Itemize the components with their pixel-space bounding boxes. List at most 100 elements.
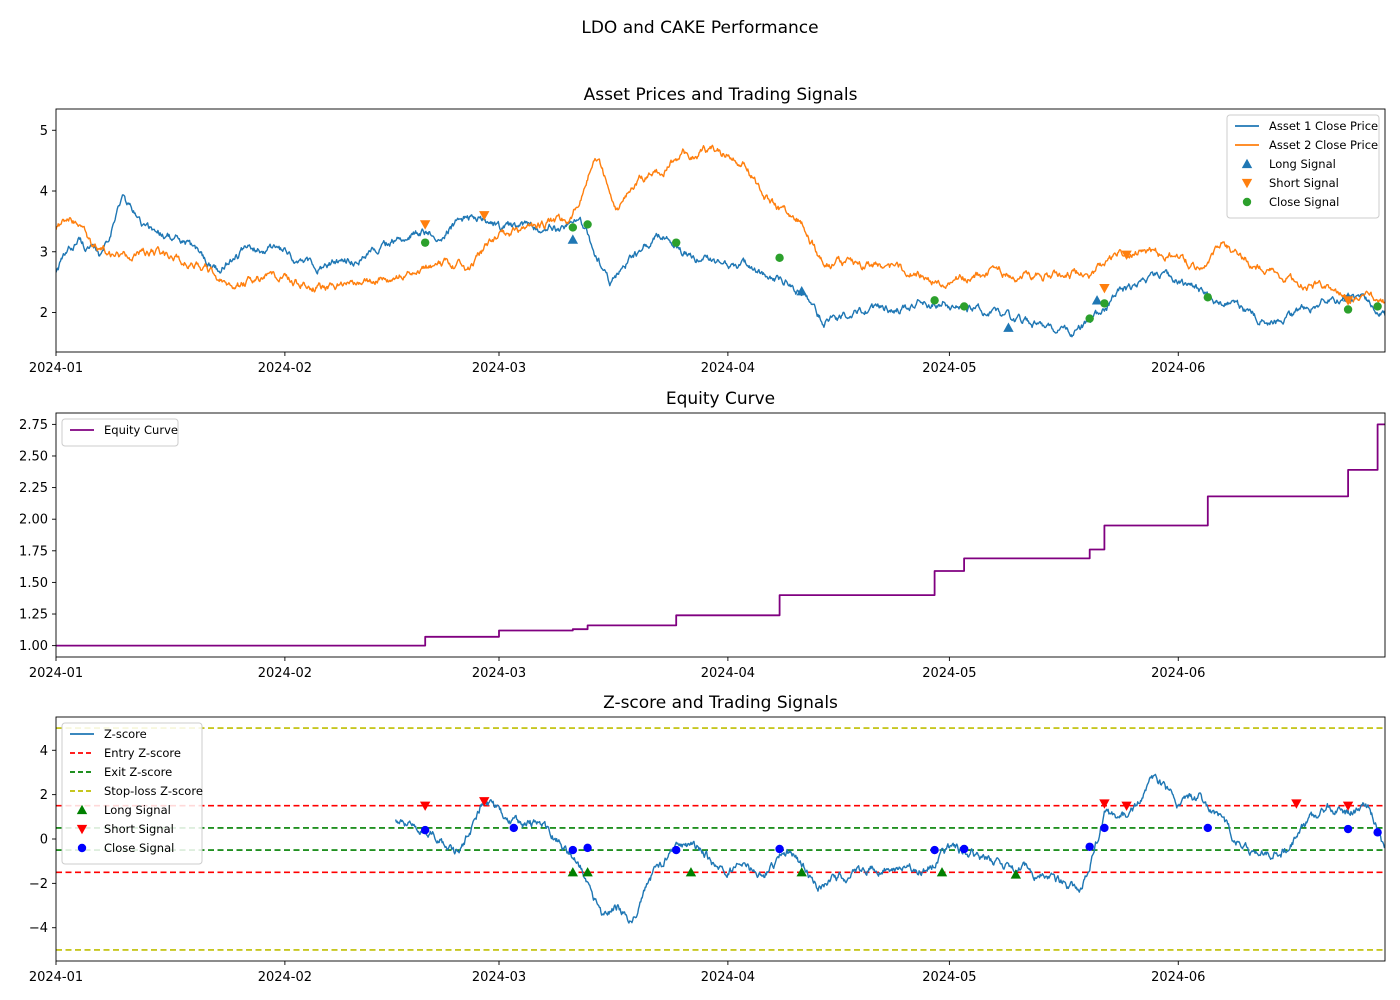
- legend-swatch: [1242, 197, 1252, 207]
- x-tick-label: 2024-02: [258, 970, 312, 985]
- signal-marker-close-signal: [775, 253, 784, 263]
- legend-swatch: [77, 843, 87, 853]
- y-tick-label: 0: [40, 833, 48, 848]
- signal-marker-long-signal: [567, 234, 579, 244]
- legend-swatch: [76, 804, 88, 815]
- signal-marker-long-signal: [796, 867, 807, 877]
- x-tick-label: 2024-05: [922, 361, 976, 376]
- legend-entry: Asset 1 Close Price: [1235, 119, 1378, 133]
- x-tick-label: 2024-01: [29, 361, 83, 376]
- series-line-equity-curve: [56, 423, 1385, 647]
- chart-title: Asset Prices and Trading Signals: [584, 85, 858, 105]
- chart-title: Z-score and Trading Signals: [603, 693, 838, 713]
- legend-label: Asset 2 Close Price: [1269, 138, 1378, 152]
- plot-area: [56, 423, 1385, 647]
- legend-swatch: [1241, 178, 1253, 189]
- figure-suptitle: LDO and CAKE Performance: [581, 18, 818, 38]
- legend-entry: Close Signal: [77, 841, 174, 855]
- y-tick-label: −2: [29, 877, 48, 892]
- legend-label: Asset 1 Close Price: [1269, 119, 1378, 133]
- x-axis: 2024-01 2024-02 2024-03 2024-04 2024-05 2024-…: [29, 352, 1205, 376]
- legend-entry: Asset 2 Close Price: [1235, 138, 1378, 152]
- y-axis: 1.00 1.25 1.50 1.75 2.00 2.25 2.50 2.75: [19, 418, 56, 654]
- series-line-asset-2-close-price: [56, 144, 1385, 304]
- y-tick-label: 4: [40, 744, 48, 759]
- signal-marker-close-signal: [672, 845, 681, 855]
- signal-marker-short-signal: [419, 220, 431, 230]
- signal-marker-long-signal: [567, 867, 579, 877]
- x-tick-label: 2024-05: [922, 666, 976, 681]
- legend-entry: Short Signal: [76, 822, 174, 836]
- signal-marker-close-signal: [420, 825, 430, 835]
- signal-marker-close-signal: [420, 238, 430, 247]
- legend-entry: Long Signal: [1241, 157, 1336, 171]
- signal-marker-close-signal: [583, 220, 592, 229]
- x-tick-label: 2024-06: [1151, 970, 1205, 985]
- legend-swatch: [76, 824, 88, 835]
- plot-frame: [55, 412, 1386, 658]
- signal-marker-close-signal: [1100, 299, 1109, 308]
- y-tick-label: 5: [40, 124, 48, 139]
- y-tick-label: 1.75: [19, 544, 48, 559]
- x-axis: 2024-01 2024-02 2024-03 2024-04 2024-05 2024-…: [29, 961, 1205, 985]
- signal-marker-long-signal: [685, 867, 697, 877]
- signal-marker-short-signal: [419, 801, 431, 811]
- legend-box: [61, 722, 203, 865]
- x-tick-label: 2024-06: [1151, 361, 1205, 376]
- legend-label: Short Signal: [1269, 176, 1339, 190]
- x-tick-label: 2024-04: [701, 361, 755, 376]
- signal-marker-close-signal: [568, 845, 578, 855]
- y-tick-label: 2.00: [19, 513, 48, 528]
- y-tick-label: −4: [29, 921, 48, 936]
- legend-label: Short Signal: [104, 822, 174, 836]
- chart-title: Equity Curve: [666, 389, 775, 409]
- signal-marker-long-signal: [936, 867, 948, 877]
- legend-entry: Close Signal: [1242, 195, 1339, 209]
- y-tick-label: 2.75: [19, 418, 48, 433]
- signal-marker-close-signal: [509, 823, 518, 833]
- signal-marker-close-signal: [1100, 823, 1109, 833]
- signal-marker-close-signal: [1373, 828, 1382, 837]
- legend-label: Long Signal: [104, 803, 171, 817]
- signal-marker-close-signal: [1343, 305, 1353, 314]
- y-tick-label: 4: [40, 185, 48, 200]
- signal-marker-long-signal: [796, 286, 807, 296]
- legend-entry: Z-score: [70, 727, 147, 741]
- legend: Z-score Entry Z-score Exit Z-score Stop-los…: [61, 722, 203, 865]
- signal-marker-long-signal: [1091, 295, 1103, 305]
- legend-label: Stop-loss Z-score: [104, 784, 203, 798]
- legend-entry: Equity Curve: [70, 423, 178, 437]
- legend-label: Exit Z-score: [104, 765, 172, 779]
- legend-entry: Short Signal: [1241, 176, 1339, 190]
- legend-box: [1226, 114, 1380, 219]
- chart-panel-2: Equity Curve 2024-01 2024-02 2024-03 2024-04…: [19, 389, 1386, 681]
- legend-label: Long Signal: [1269, 157, 1336, 171]
- x-axis: 2024-01 2024-02 2024-03 2024-04 2024-05 2024-…: [29, 657, 1205, 681]
- chart-panel-1: Asset Prices and Trading Signals 2024-01 2…: [29, 85, 1386, 376]
- signal-marker-short-signal: [1121, 801, 1132, 811]
- legend-label: Close Signal: [1269, 195, 1339, 209]
- signal-marker-close-signal: [775, 844, 784, 854]
- signal-marker-close-signal: [1085, 842, 1094, 851]
- y-tick-label: 1.50: [19, 576, 48, 591]
- legend: Equity Curve: [61, 418, 179, 447]
- y-tick-label: 2.50: [19, 449, 48, 464]
- y-tick-label: 2.25: [19, 481, 48, 496]
- signal-marker-close-signal: [959, 844, 969, 854]
- chart-panel-3: Z-score and Trading Signals 2024-01 2024-0…: [29, 693, 1386, 985]
- x-tick-label: 2024-02: [258, 361, 312, 376]
- y-tick-label: 2: [40, 306, 48, 321]
- signal-marker-short-signal: [479, 211, 490, 221]
- x-tick-label: 2024-01: [29, 970, 83, 985]
- plot-frame: [55, 716, 1386, 962]
- signal-marker-long-signal: [582, 867, 593, 877]
- signal-marker-short-signal: [1291, 799, 1302, 809]
- signal-marker-close-signal: [1373, 302, 1382, 311]
- signal-marker-close-signal: [1343, 824, 1353, 834]
- legend-entry: Long Signal: [76, 803, 171, 817]
- legend-entry: Entry Z-score: [70, 746, 181, 760]
- series-line-asset-1-close-price: [56, 194, 1385, 338]
- legend-box: [61, 418, 179, 447]
